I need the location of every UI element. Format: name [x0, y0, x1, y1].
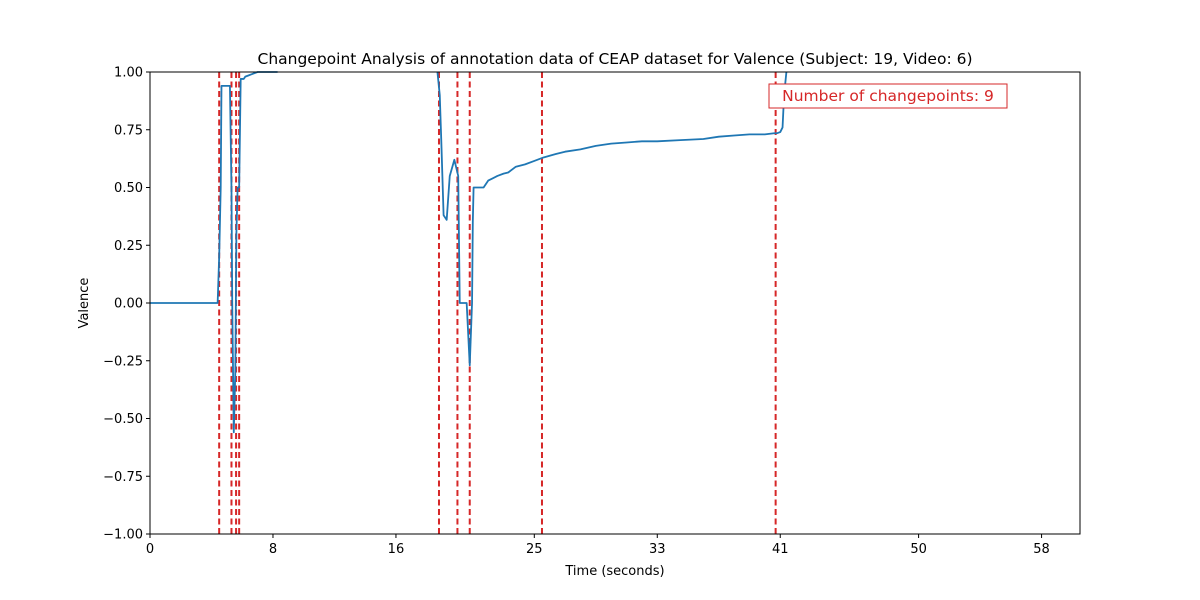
x-ticks: 0 8 16 25 33 41 50 58: [146, 534, 1050, 557]
x-tick-label: 58: [1033, 542, 1050, 557]
y-tick-label: −1.00: [103, 528, 143, 543]
y-tick-label: −0.50: [103, 412, 143, 427]
y-tick-label: 0.00: [114, 297, 143, 312]
annotation-text: Number of changepoints: 9: [782, 87, 994, 105]
changepoint-lines: [218, 72, 777, 534]
y-tick-label: 1.00: [114, 66, 143, 81]
x-tick-label: 25: [526, 542, 543, 557]
y-tick-label: −0.75: [103, 470, 143, 485]
y-axis-title: Valence: [77, 278, 92, 329]
plot-frame: [149, 71, 1081, 535]
series-line: [150, 71, 278, 434]
x-tick-label: 50: [910, 542, 927, 557]
y-ticks: −1.00 −0.75 −0.50 −0.25 0.00 0.25 0.50 0.75 1.00: [103, 66, 150, 543]
x-tick-label: 8: [269, 542, 277, 557]
x-axis-title: Time (seconds): [564, 564, 664, 579]
x-tick-label: 0: [146, 542, 154, 557]
y-tick-label: 0.25: [114, 239, 143, 254]
annotation-box: [768, 83, 1008, 109]
x-tick-label: 41: [772, 542, 789, 557]
x-tick-label: 16: [388, 542, 405, 557]
series-line: [436, 71, 788, 367]
y-tick-label: 0.75: [114, 123, 143, 138]
changepoint-count-annotation: Number of changepoints: 9: [768, 83, 1008, 109]
x-tick-label: 33: [649, 542, 666, 557]
data-series: [150, 71, 788, 434]
chart-title: Changepoint Analysis of annotation data …: [258, 50, 973, 68]
y-tick-label: −0.25: [103, 354, 143, 369]
y-tick-label: 0.50: [114, 181, 143, 196]
